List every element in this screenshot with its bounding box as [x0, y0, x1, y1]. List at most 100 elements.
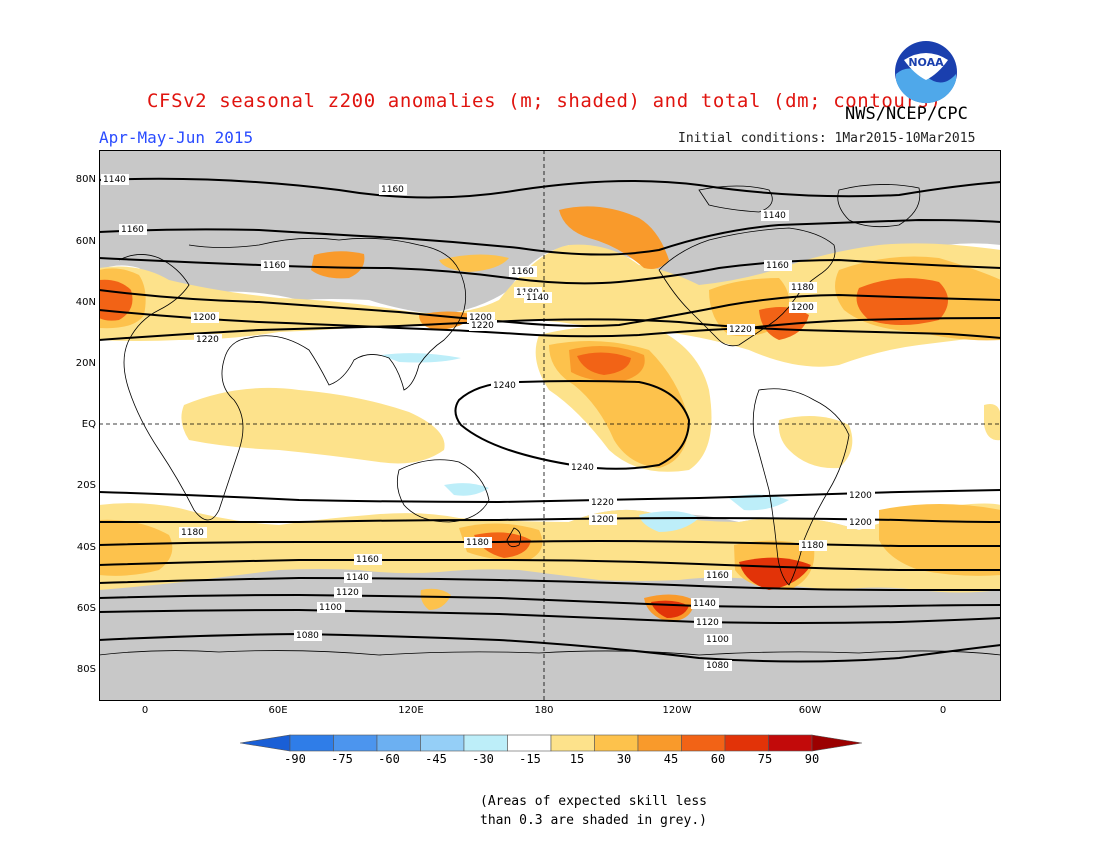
lat-label-20s: 20S	[76, 480, 96, 491]
contour-label: 1100	[706, 635, 729, 645]
colorbar-label-m90: -90	[284, 752, 306, 766]
contour-label-bg	[694, 617, 722, 628]
contour-label-bg	[354, 554, 382, 565]
shade-bering-orange	[439, 254, 509, 272]
skill-note-line1: (Areas of expected skill less	[480, 794, 707, 809]
logo-text: NOAA	[908, 56, 944, 69]
contour-label-bg	[524, 292, 552, 303]
colorbar-segment	[240, 734, 291, 752]
colorbar-segment	[289, 734, 334, 752]
shade-eq-east-light	[984, 404, 1001, 441]
contour-label: 1080	[296, 631, 319, 641]
contour-labels: 1140116011601140120012201160120012201160…	[101, 174, 875, 671]
contour-1120-s	[99, 593, 1001, 608]
lon-label-120w: 120W	[662, 705, 692, 716]
contour-label-bg	[761, 210, 789, 221]
contour-label-bg	[101, 174, 129, 185]
colorbar-label-45: 45	[663, 752, 679, 766]
contour-label: 1180	[801, 541, 824, 551]
contour-label-bg	[704, 660, 732, 671]
contour-label: 1080	[706, 661, 729, 671]
height-contours	[99, 177, 1001, 663]
shade-lightblue-3	[639, 511, 699, 532]
contour-label-bg	[847, 490, 875, 501]
contour-label: 1160	[511, 267, 534, 277]
contour-1140-s	[99, 576, 1001, 591]
contour-1180-n	[99, 289, 1001, 327]
lat-label-eq: EQ	[81, 419, 96, 430]
contour-1200-s	[99, 516, 1001, 524]
contour-label: 1200	[193, 313, 216, 323]
contour-label-bg	[464, 537, 492, 548]
lat-label-80s: 80S	[76, 664, 96, 675]
contour-label: 1120	[696, 618, 719, 628]
colorbar-label-90: 90	[804, 752, 820, 766]
colorbar-segment	[550, 734, 595, 752]
colorbar-segment	[376, 734, 421, 752]
contour-label-bg	[799, 540, 827, 551]
colorbar-segment	[681, 734, 726, 752]
lon-label-0-east: 0	[939, 705, 947, 716]
shade-lightblue-1	[381, 353, 461, 363]
contour-label: 1140	[693, 599, 716, 609]
contour-1100-s	[99, 608, 1001, 624]
lat-label-40n: 40N	[75, 297, 96, 308]
period-label: Apr-May-Jun 2015	[99, 128, 254, 147]
colorbar-segment	[420, 734, 465, 752]
contour-label-bg	[344, 572, 372, 583]
contour-label: 1100	[319, 603, 342, 613]
contour-label: 1160	[706, 571, 729, 581]
shade-indian-light	[181, 387, 445, 464]
shade-siberia-orange	[311, 251, 365, 279]
colorbar-label-m60: -60	[378, 752, 400, 766]
contour-label: 1220	[591, 498, 614, 508]
contour-label: 1160	[263, 261, 286, 271]
noaa-logo: NOAA	[895, 41, 957, 104]
contour-1160-n2	[99, 257, 1001, 285]
contour-1180-s	[99, 540, 1001, 547]
shade-south-small-orange	[420, 588, 451, 610]
contour-label-bg	[569, 462, 597, 473]
contour-label: 1200	[469, 313, 492, 323]
contour-label-bg	[334, 587, 362, 598]
contour-1220-s	[99, 489, 1001, 504]
coast-antarctica	[99, 650, 1001, 656]
lat-label-60n: 60N	[75, 236, 96, 247]
contour-1160-n	[99, 218, 1001, 256]
lon-label-60e: 60E	[268, 705, 288, 716]
contour-label: 1220	[196, 335, 219, 345]
contour-label: 1240	[493, 381, 516, 391]
initial-conditions-label: Initial conditions: 1Mar2015-10Mar2015	[678, 131, 976, 146]
contour-label-bg	[469, 320, 497, 331]
lat-label-20n: 20N	[75, 358, 96, 369]
contour-label: 1220	[729, 325, 752, 335]
colorbar-label-60: 60	[710, 752, 726, 766]
colorbar-segment	[637, 734, 682, 752]
contour-1240-eq	[454, 380, 691, 470]
contour-label: 1140	[526, 293, 549, 303]
colorbar-label-15: 15	[569, 752, 585, 766]
contour-label-bg	[509, 266, 537, 277]
lon-label-120e: 120E	[398, 705, 424, 716]
colorbar-label-m45: -45	[425, 752, 447, 766]
coastlines	[99, 184, 1001, 656]
lon-label-180: 180	[534, 705, 554, 716]
colorbar-segment	[768, 734, 813, 752]
contour-label-bg	[789, 302, 817, 313]
colorbar-label-75: 75	[757, 752, 773, 766]
shade-lightblue-2	[444, 483, 489, 496]
lat-label-60s: 60S	[76, 603, 96, 614]
agency-label: NWS/NCEP/CPC	[845, 104, 968, 124]
coast-north-america	[658, 227, 836, 347]
contour-label-bg	[261, 260, 289, 271]
colorbar-segment	[463, 734, 508, 752]
contour-label: 1220	[471, 321, 494, 331]
contour-1140-n	[99, 177, 1001, 199]
reference-lines	[99, 150, 1001, 701]
contour-1200-n	[99, 309, 1001, 338]
contour-label-bg	[379, 184, 407, 195]
contour-1160-s	[99, 559, 1001, 571]
lon-label-60w: 60W	[798, 705, 822, 716]
colorbar-segment	[507, 734, 552, 752]
contour-label: 1140	[103, 175, 126, 185]
